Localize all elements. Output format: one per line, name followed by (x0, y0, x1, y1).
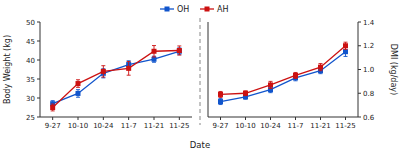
y-tick-label: 35 (26, 76, 35, 84)
y2-tick-label: 0.6 (363, 114, 375, 122)
x-tick (295, 117, 296, 120)
x-tick (154, 117, 155, 120)
x-tick (78, 117, 79, 120)
point (126, 66, 131, 71)
legend-marker (165, 7, 170, 12)
x-tick-label: 11-25 (335, 122, 355, 130)
y-tick (37, 22, 40, 23)
point (101, 69, 106, 74)
point (50, 105, 55, 110)
y2-tick (358, 45, 361, 46)
chart: 9-27 10-10 10-24 11-7 11-21 11-25 25 30 35 40 45 50… (0, 0, 400, 153)
x-tick (220, 117, 221, 120)
error-bar (244, 91, 248, 96)
x-tick (179, 117, 180, 120)
y-tick-label: 50 (26, 19, 35, 27)
y-tick (37, 60, 40, 61)
x-tick-label: 10-24 (260, 122, 281, 130)
axes: 9-27 10-10 10-24 11-7 11-21 11-25 0.6 0.8 1.0 1.2… (208, 19, 398, 131)
point (177, 48, 182, 53)
point (343, 43, 348, 48)
y-axis (208, 22, 209, 117)
x-tick (270, 117, 271, 120)
x-tick-label: 10-10 (235, 122, 255, 130)
point (152, 49, 157, 54)
point (218, 92, 223, 97)
y2-tick (358, 117, 361, 118)
y2-tick-label: 1.2 (363, 42, 374, 50)
point (76, 81, 81, 86)
error-bar (76, 80, 80, 88)
y-tick (37, 117, 40, 118)
x-tick-label: 11-21 (144, 122, 164, 130)
error-bar (219, 99, 223, 105)
x-tick-label: 11-7 (121, 122, 137, 130)
error-bar (101, 66, 105, 77)
y-tick-label: 25 (26, 114, 35, 122)
y-tick-label: 30 (26, 95, 35, 103)
point (293, 73, 298, 78)
line (53, 51, 180, 103)
y-tick (37, 41, 40, 42)
x-tick-label: 10-24 (93, 122, 114, 130)
point (318, 65, 323, 70)
point (268, 82, 273, 87)
error-bar (51, 104, 55, 111)
error-bar (127, 62, 131, 76)
x-axis (208, 117, 358, 118)
x-label: Date (190, 140, 210, 150)
x-tick-label: 11-21 (310, 122, 330, 130)
x-tick-label: 11-25 (169, 122, 189, 130)
y-tick (37, 79, 40, 80)
y2-tick (358, 22, 361, 23)
point (243, 91, 248, 96)
y2-tick (358, 69, 361, 70)
point (76, 91, 81, 96)
x-tick (103, 117, 104, 120)
y2-tick-label: 1.4 (363, 19, 375, 27)
y-tick-label: 45 (26, 38, 35, 46)
line (221, 46, 346, 95)
x-tick-label: 10-10 (68, 122, 88, 130)
y-axis (40, 22, 41, 117)
x-tick (345, 117, 346, 120)
error-bar (76, 90, 80, 98)
point (152, 57, 157, 62)
error-bar (344, 42, 348, 49)
error-bar (219, 91, 223, 97)
x-tick-label: 9-27 (45, 122, 61, 130)
y2-tick-label: 0.8 (363, 90, 374, 98)
point (343, 49, 348, 54)
error-bar (269, 81, 273, 88)
x-tick (320, 117, 321, 120)
legend-marker (205, 7, 210, 12)
x-tick-label: 9-27 (213, 122, 229, 130)
error-bar (294, 72, 298, 78)
x-axis (40, 117, 192, 118)
x-tick-label: 11-7 (288, 122, 304, 130)
axes: 9-27 10-10 10-24 11-7 11-21 11-25 25 30 35 40 45 50… (3, 19, 192, 131)
legend: OH AH (160, 5, 229, 14)
x-tick (52, 117, 53, 120)
x-tick (128, 117, 129, 120)
separator (200, 18, 201, 125)
y2-tick (358, 93, 361, 94)
error-bar (152, 46, 156, 57)
plot-area (218, 42, 348, 104)
legend-label: OH (177, 5, 189, 14)
error-bar (177, 46, 181, 55)
error-bar (319, 64, 323, 71)
y-tick-label: 40 (26, 57, 35, 65)
line (53, 51, 180, 108)
y-tick (37, 98, 40, 99)
plot-area (50, 46, 182, 111)
x-tick (245, 117, 246, 120)
point (218, 99, 223, 104)
y-label: Body Weight (kg) (3, 35, 12, 104)
y2-label: DMI (kg/day) (389, 44, 398, 95)
y2-tick-label: 1.0 (363, 66, 374, 74)
legend-label: AH (217, 5, 229, 14)
